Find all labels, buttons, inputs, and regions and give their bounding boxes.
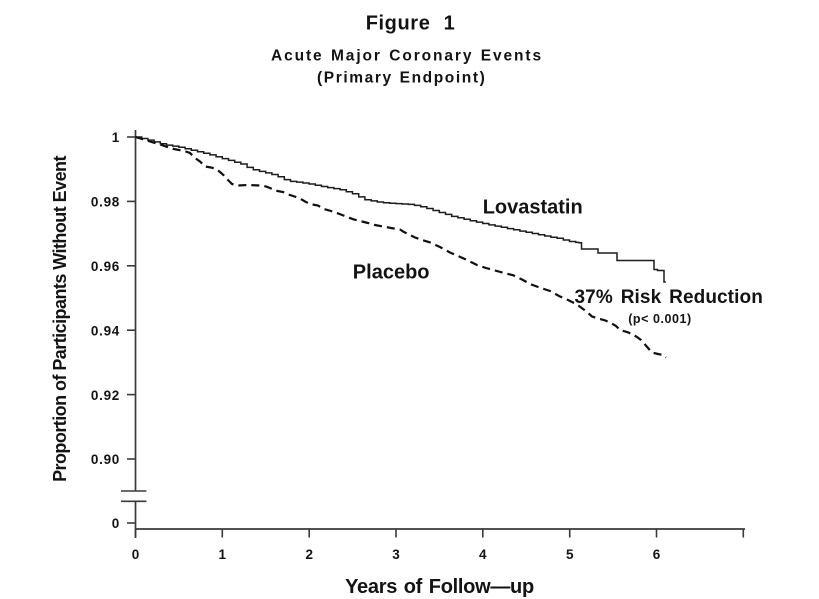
svg-text:0.92: 0.92 — [91, 388, 120, 403]
svg-text:5: 5 — [566, 547, 574, 562]
svg-text:Placebo: Placebo — [353, 262, 430, 284]
svg-text:Proportion of Participants Wit: Proportion of Participants Without Event — [50, 156, 70, 482]
svg-text:Acute Major Coronary Events: Acute Major Coronary Events — [271, 48, 543, 65]
svg-text:6: 6 — [653, 547, 661, 562]
svg-text:(Primary Endpoint): (Primary Endpoint) — [317, 70, 486, 87]
svg-text:3: 3 — [392, 547, 400, 562]
svg-text:Years of Follow—up: Years of Follow—up — [345, 576, 534, 598]
svg-text:0.90: 0.90 — [91, 452, 120, 467]
svg-text:2: 2 — [305, 547, 313, 562]
svg-text:0.96: 0.96 — [91, 259, 120, 274]
svg-text:0: 0 — [112, 516, 120, 531]
svg-text:Lovastatin: Lovastatin — [483, 197, 583, 219]
svg-text:1: 1 — [219, 547, 227, 562]
svg-text:0: 0 — [132, 547, 140, 562]
svg-text:(p< 0.001): (p< 0.001) — [628, 312, 692, 326]
svg-text:0.98: 0.98 — [91, 195, 120, 210]
svg-text:4: 4 — [479, 547, 487, 562]
svg-text:0.94: 0.94 — [91, 323, 120, 338]
svg-text:37% Risk Reduction: 37% Risk Reduction — [575, 287, 763, 308]
svg-text:Figure 1: Figure 1 — [366, 13, 456, 35]
svg-text:1: 1 — [112, 130, 120, 145]
